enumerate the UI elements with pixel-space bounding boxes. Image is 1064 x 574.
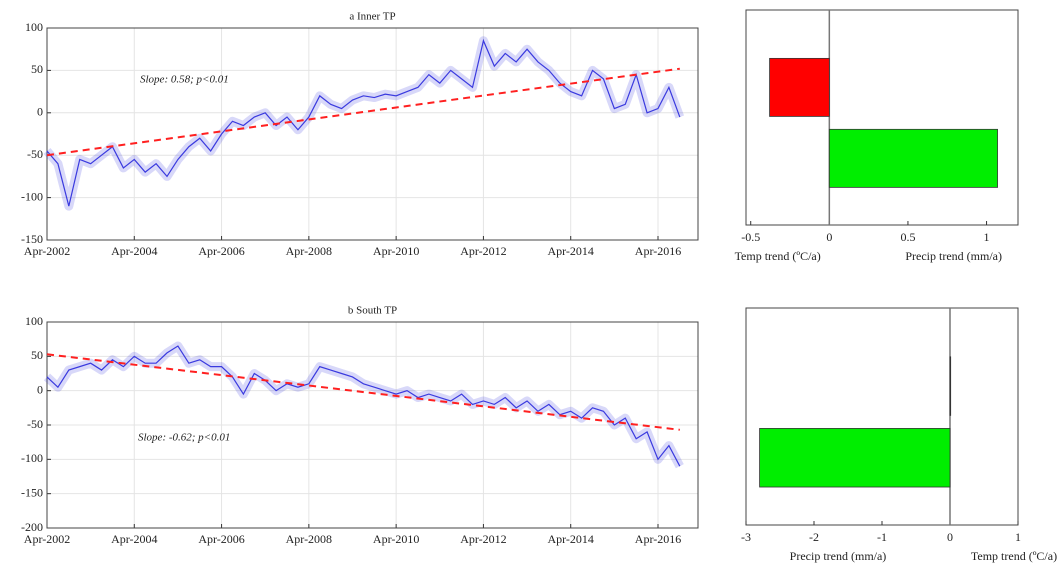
line (46, 345, 681, 467)
bar (759, 428, 951, 488)
x-tick-label: Apr-2010 (373, 532, 419, 546)
x-tick-label: 0 (826, 230, 832, 244)
x-tick-label: Apr-2008 (286, 244, 332, 258)
category-label: Temp trend (ºC/a) (971, 549, 1057, 563)
x-tick-label: Apr-2014 (547, 532, 593, 546)
x-tick-label: Apr-2002 (24, 244, 70, 258)
x-tick-label: -2 (809, 530, 819, 544)
category-label: Precip trend (mm/a) (790, 549, 887, 563)
y-tick-label: 0 (37, 382, 43, 396)
x-tick-label: 1 (984, 230, 990, 244)
y-tick-label: 100 (25, 20, 43, 34)
bar (949, 356, 952, 416)
x-tick-label: Apr-2002 (24, 532, 70, 546)
trend-line (46, 353, 680, 431)
bar (828, 128, 998, 188)
x-tick-label: Apr-2012 (460, 244, 506, 258)
x-tick-label: Apr-2010 (373, 244, 419, 258)
trend-line (46, 67, 680, 157)
y-tick-label: -150 (21, 485, 43, 499)
category-label: Temp trend (ºC/a) (735, 249, 821, 263)
y-tick-label: 50 (31, 62, 43, 76)
y-tick-label: 50 (31, 348, 43, 362)
panel-title: a Inner TP (349, 11, 395, 23)
plot-frame (46, 27, 699, 241)
y-tick-label: 0 (37, 105, 43, 119)
plot-frame (745, 307, 1019, 526)
x-tick-label: -0.5 (741, 230, 760, 244)
x-tick-label: Apr-2012 (460, 532, 506, 546)
x-tick-label: Apr-2004 (111, 532, 157, 546)
x-tick-label: -3 (741, 530, 751, 544)
x-tick-label: Apr-2004 (111, 244, 157, 258)
x-tick-label: Apr-2016 (635, 244, 681, 258)
x-tick-label: Apr-2006 (198, 244, 244, 258)
line-halo (43, 341, 684, 469)
y-tick-label: -100 (21, 451, 43, 465)
category-label: Precip trend (mm/a) (905, 249, 1002, 263)
x-tick-label: 0.5 (900, 230, 915, 244)
x-tick-label: Apr-2014 (547, 244, 593, 258)
y-tick-label: -150 (21, 232, 43, 246)
y-tick-label: -100 (21, 189, 43, 203)
line (46, 38, 681, 207)
x-tick-label: -1 (877, 530, 887, 544)
y-tick-label: -50 (27, 417, 43, 431)
plot-frame (46, 321, 699, 529)
annotation: Slope: 0.58; p<0.01 (140, 74, 229, 86)
y-tick-label: -200 (21, 520, 43, 534)
x-tick-label: Apr-2006 (198, 532, 244, 546)
x-tick-label: Apr-2016 (635, 532, 681, 546)
plot-frame (745, 9, 1019, 226)
line-halo (43, 36, 685, 211)
x-tick-label: Apr-2008 (286, 532, 332, 546)
y-tick-label: -50 (27, 147, 43, 161)
panel-title: b South TP (348, 305, 397, 317)
bar (769, 57, 830, 117)
y-tick-label: 100 (25, 314, 43, 328)
annotation: Slope: -0.62; p<0.01 (138, 432, 230, 444)
x-tick-label: 1 (1015, 530, 1021, 544)
x-tick-label: 0 (947, 530, 953, 544)
